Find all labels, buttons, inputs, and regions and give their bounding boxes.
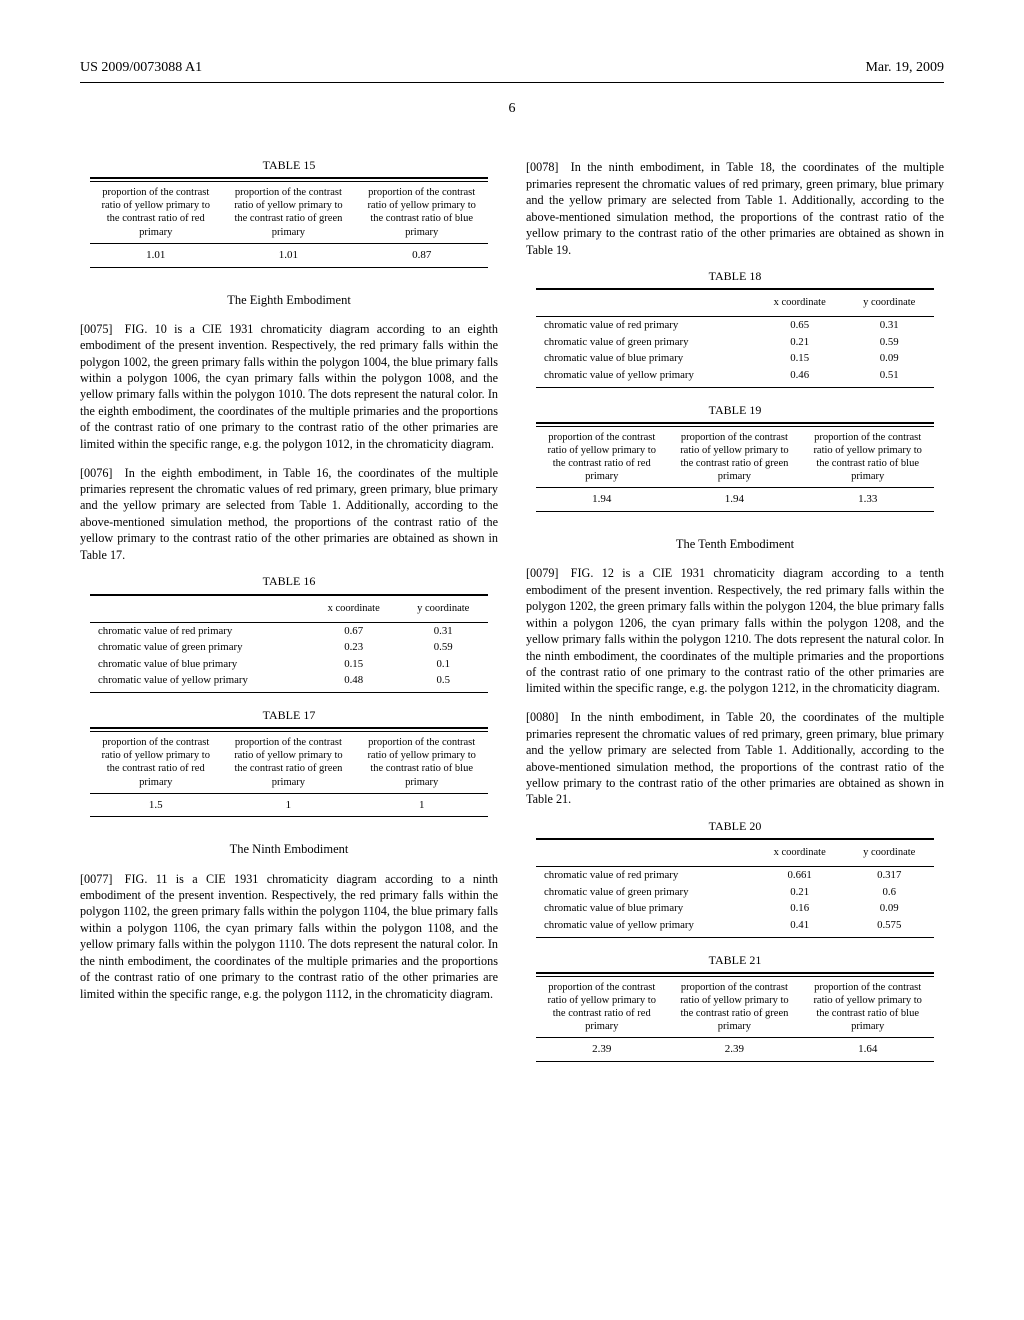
table18-col-x: x coordinate [755, 289, 845, 317]
table-15: proportion of the contrast ratio of yell… [90, 177, 488, 269]
table15-v1: 1.01 [90, 243, 221, 267]
table17-v1: 1.5 [90, 793, 221, 817]
table-20: x coordinate y coordinate chromatic valu… [536, 838, 934, 937]
table19-h2: proportion of the contrast ratio of yell… [667, 426, 801, 488]
table18-col-y: y coordinate [844, 289, 934, 317]
table19-v1: 1.94 [536, 488, 667, 512]
para-0079: [0079] FIG. 12 is a CIE 1931 chromaticit… [526, 565, 944, 697]
table18-r1-label: chromatic value of red primary [536, 317, 755, 334]
table20-r2-y: 0.6 [844, 884, 934, 901]
table17-v3: 1 [355, 793, 488, 817]
table16-col-y: y coordinate [398, 595, 488, 623]
table-19: proportion of the contrast ratio of yell… [536, 422, 934, 514]
table17-h2: proportion of the contrast ratio of yell… [221, 732, 355, 794]
table20-caption: TABLE 20 [526, 818, 944, 834]
table20-r4-y: 0.575 [844, 917, 934, 937]
table21-h1: proportion of the contrast ratio of yell… [536, 976, 667, 1038]
heading-tenth-embodiment: The Tenth Embodiment [526, 536, 944, 553]
table18-r4-y: 0.51 [844, 367, 934, 387]
table19-h1: proportion of the contrast ratio of yell… [536, 426, 667, 488]
table21-caption: TABLE 21 [526, 952, 944, 968]
page: US 2009/0073088 A1 Mar. 19, 2009 6 TABLE… [0, 0, 1024, 1320]
table15-h1: proportion of the contrast ratio of yell… [90, 182, 221, 244]
table19-v3: 1.33 [801, 488, 934, 512]
table15-v3: 0.87 [355, 243, 488, 267]
table21-v2: 2.39 [667, 1038, 801, 1062]
table21-h3: proportion of the contrast ratio of yell… [801, 976, 934, 1038]
header-rule [80, 82, 944, 83]
heading-ninth-embodiment: The Ninth Embodiment [80, 841, 498, 858]
table16-r2-x: 0.23 [309, 639, 399, 656]
table17-v2: 1 [221, 793, 355, 817]
para-0075: [0075] FIG. 10 is a CIE 1931 chromaticit… [80, 321, 498, 453]
table18-r2-y: 0.59 [844, 334, 934, 351]
table18-r3-x: 0.15 [755, 350, 845, 367]
heading-eighth-embodiment: The Eighth Embodiment [80, 292, 498, 309]
table20-col-y: y coordinate [844, 839, 934, 867]
table-16: x coordinate y coordinate chromatic valu… [90, 594, 488, 693]
table17-h1: proportion of the contrast ratio of yell… [90, 732, 221, 794]
table19-h3: proportion of the contrast ratio of yell… [801, 426, 934, 488]
table20-r3-y: 0.09 [844, 900, 934, 917]
table-17: proportion of the contrast ratio of yell… [90, 727, 488, 819]
table19-v2: 1.94 [667, 488, 801, 512]
table-21: proportion of the contrast ratio of yell… [536, 972, 934, 1064]
table16-r1-x: 0.67 [309, 622, 399, 639]
table17-h3: proportion of the contrast ratio of yell… [355, 732, 488, 794]
table16-col-x: x coordinate [309, 595, 399, 623]
table19-caption: TABLE 19 [526, 402, 944, 418]
table16-r1-y: 0.31 [398, 622, 488, 639]
table16-caption: TABLE 16 [80, 573, 498, 589]
table15-h3: proportion of the contrast ratio of yell… [355, 182, 488, 244]
header-left: US 2009/0073088 A1 [80, 60, 202, 76]
page-number: 6 [80, 101, 944, 117]
table16-r4-y: 0.5 [398, 672, 488, 692]
table16-r1-label: chromatic value of red primary [90, 622, 309, 639]
table20-col-x: x coordinate [755, 839, 845, 867]
table20-r1-y: 0.317 [844, 867, 934, 884]
table15-v2: 1.01 [221, 243, 355, 267]
para-0076: [0076] In the eighth embodiment, in Tabl… [80, 465, 498, 564]
table16-r3-x: 0.15 [309, 656, 399, 673]
table16-r2-y: 0.59 [398, 639, 488, 656]
table18-r3-label: chromatic value of blue primary [536, 350, 755, 367]
table20-r3-x: 0.16 [755, 900, 845, 917]
para-0080: [0080] In the ninth embodiment, in Table… [526, 709, 944, 808]
table20-r2-x: 0.21 [755, 884, 845, 901]
table20-r1-x: 0.661 [755, 867, 845, 884]
table20-r3-label: chromatic value of blue primary [536, 900, 755, 917]
header-right: Mar. 19, 2009 [865, 60, 944, 76]
table16-r4-label: chromatic value of yellow primary [90, 672, 309, 692]
table18-r2-x: 0.21 [755, 334, 845, 351]
para-0077: [0077] FIG. 11 is a CIE 1931 chromaticit… [80, 871, 498, 1003]
right-column: [0078] In the ninth embodiment, in Table… [526, 147, 944, 1078]
table18-r4-x: 0.46 [755, 367, 845, 387]
table16-r3-label: chromatic value of blue primary [90, 656, 309, 673]
table15-h2: proportion of the contrast ratio of yell… [221, 182, 355, 244]
table18-r1-x: 0.65 [755, 317, 845, 334]
table17-caption: TABLE 17 [80, 707, 498, 723]
table16-r3-y: 0.1 [398, 656, 488, 673]
page-header: US 2009/0073088 A1 Mar. 19, 2009 [80, 60, 944, 76]
table18-r1-y: 0.31 [844, 317, 934, 334]
table16-r4-x: 0.48 [309, 672, 399, 692]
table18-r3-y: 0.09 [844, 350, 934, 367]
column-container: TABLE 15 proportion of the contrast rati… [80, 147, 944, 1078]
table20-r4-label: chromatic value of yellow primary [536, 917, 755, 937]
table16-r2-label: chromatic value of green primary [90, 639, 309, 656]
table15-caption: TABLE 15 [80, 157, 498, 173]
table20-r4-x: 0.41 [755, 917, 845, 937]
table21-h2: proportion of the contrast ratio of yell… [667, 976, 801, 1038]
table21-v1: 2.39 [536, 1038, 667, 1062]
para-0078: [0078] In the ninth embodiment, in Table… [526, 159, 944, 258]
left-column: TABLE 15 proportion of the contrast rati… [80, 147, 498, 1078]
table-18: x coordinate y coordinate chromatic valu… [536, 288, 934, 387]
table18-r2-label: chromatic value of green primary [536, 334, 755, 351]
table20-r2-label: chromatic value of green primary [536, 884, 755, 901]
table18-r4-label: chromatic value of yellow primary [536, 367, 755, 387]
table18-caption: TABLE 18 [526, 268, 944, 284]
table20-r1-label: chromatic value of red primary [536, 867, 755, 884]
table21-v3: 1.64 [801, 1038, 934, 1062]
